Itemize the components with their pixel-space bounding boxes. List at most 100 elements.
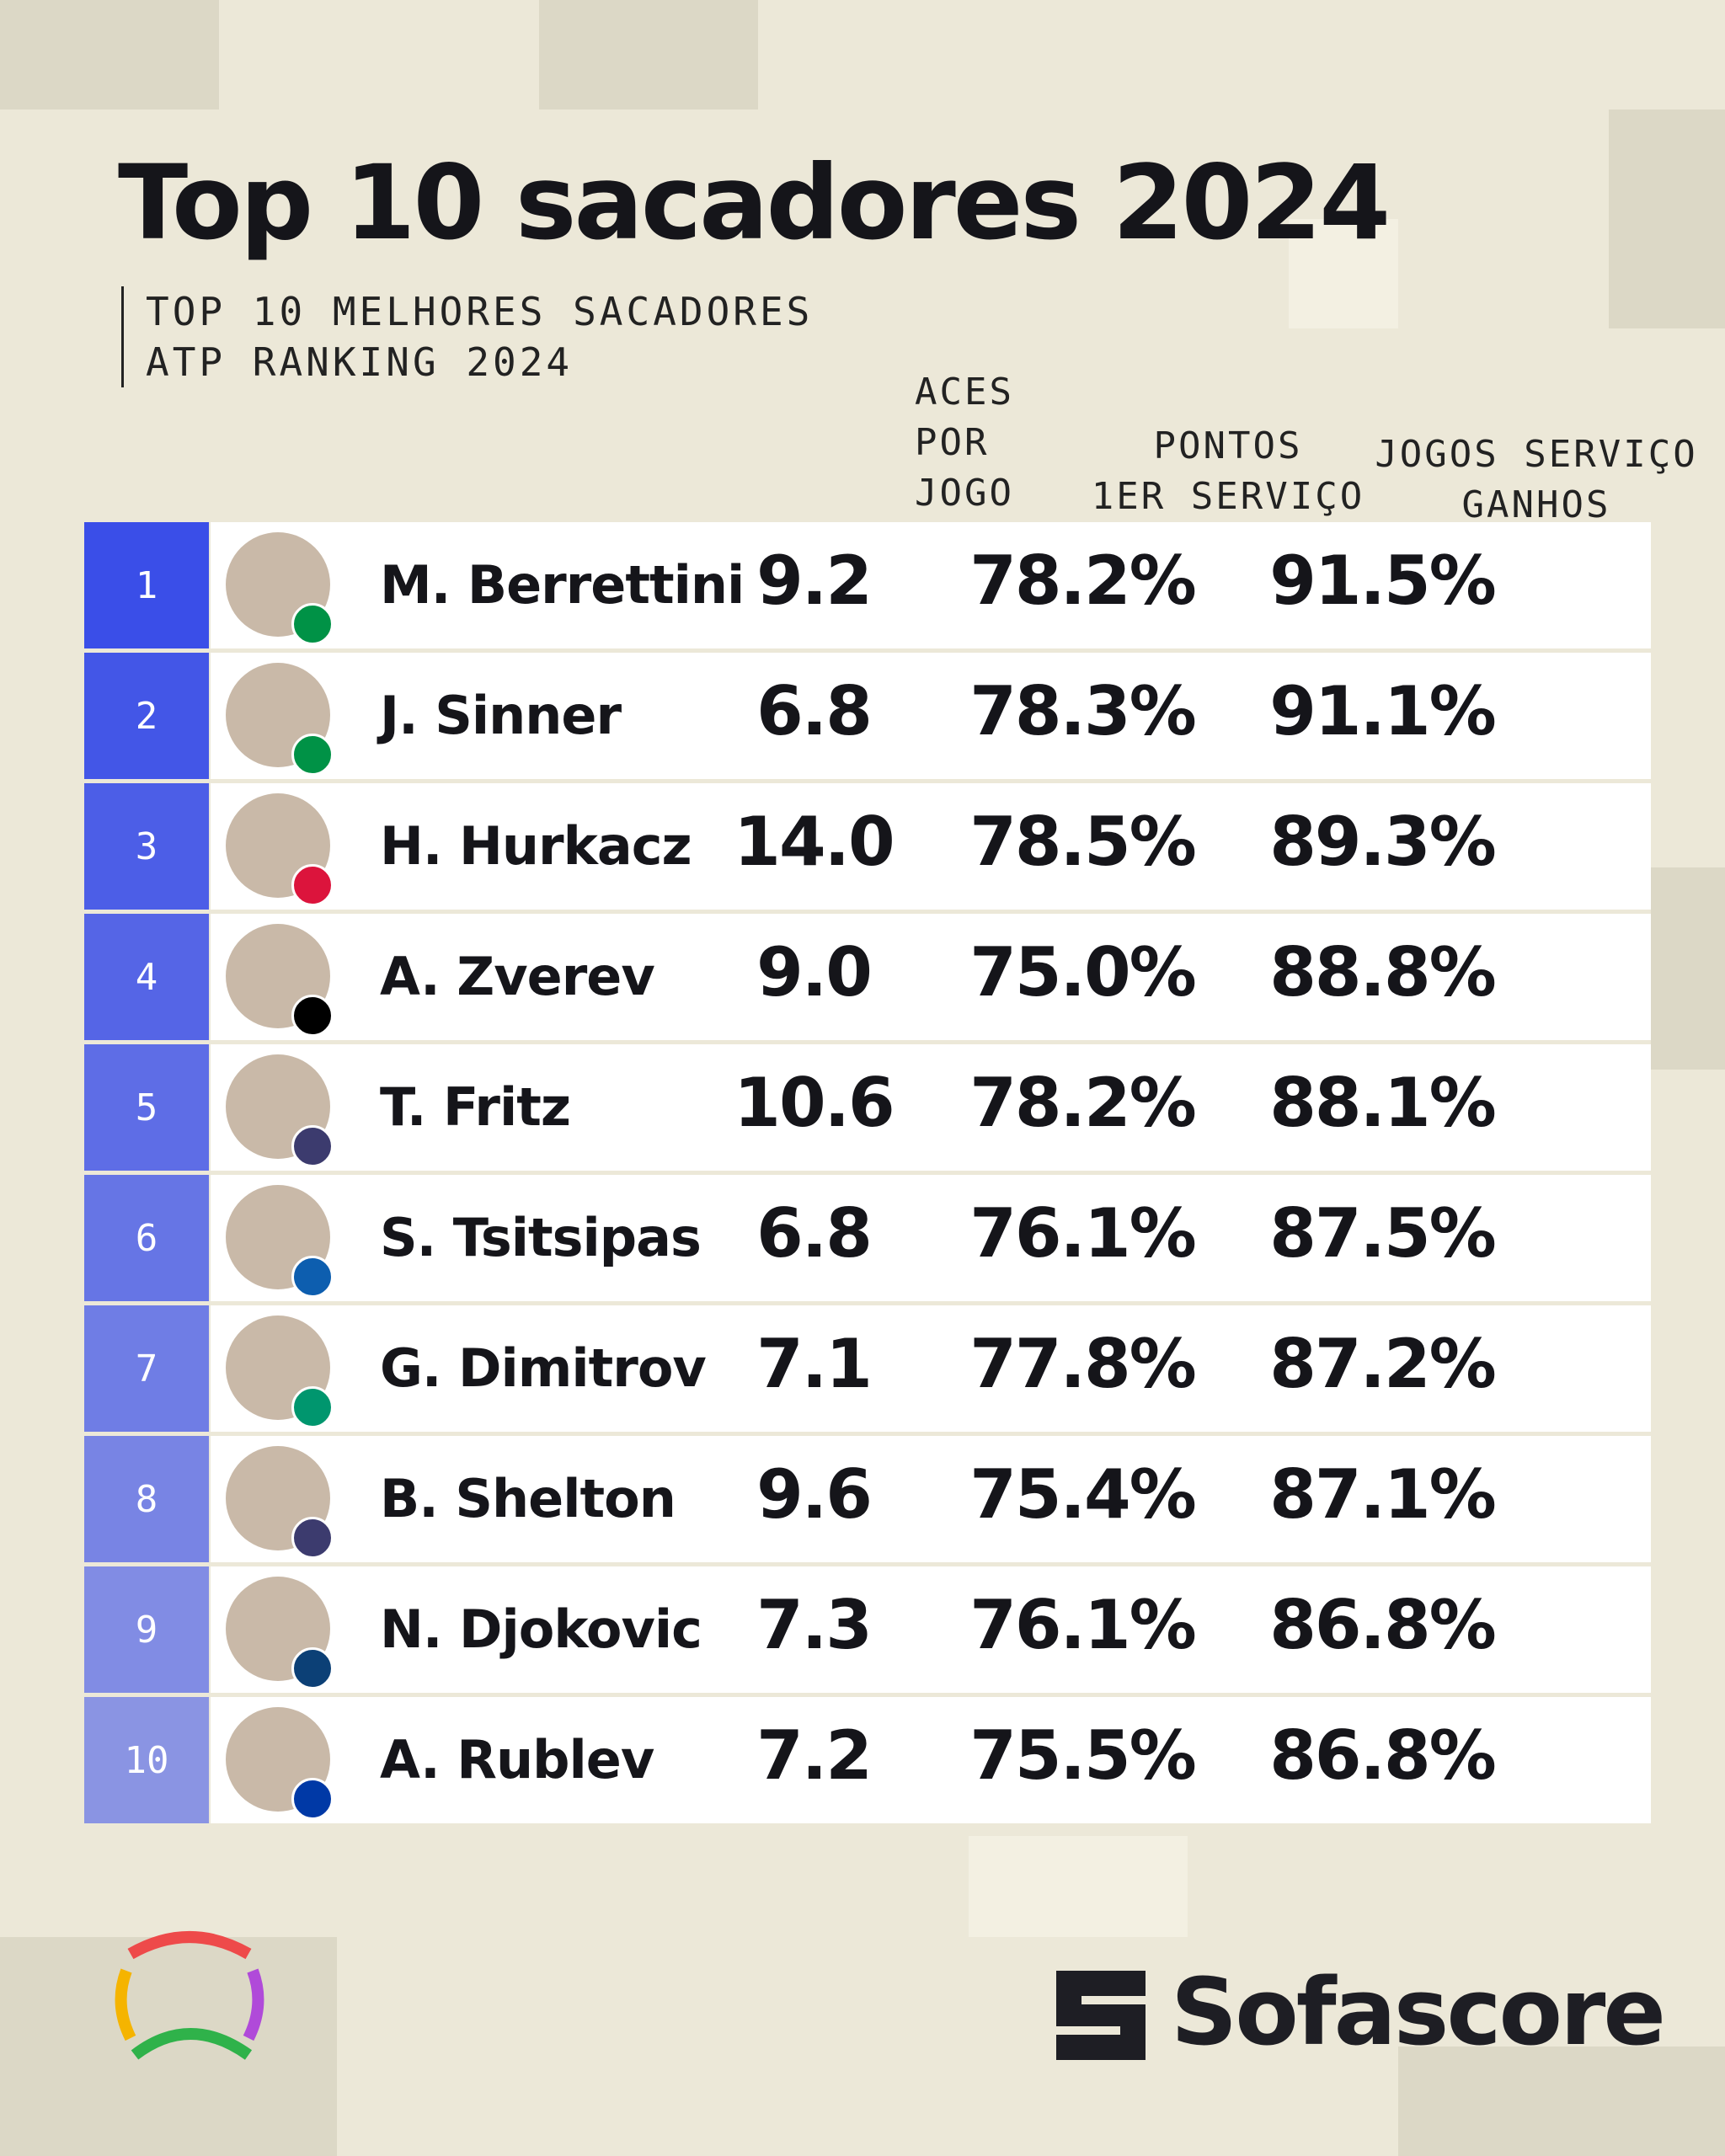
stat-value: 86.8% [1269, 1586, 1497, 1664]
player-name: G. Dimitrov [380, 1337, 707, 1399]
player-flag [291, 995, 334, 1037]
table-row: 4 A. Zverev 9.0 75.0% 88.8% [84, 914, 1651, 1040]
player-flag [291, 734, 334, 776]
stat-value: 7.1 [756, 1325, 873, 1403]
stat-value: 86.8% [1269, 1716, 1497, 1795]
rank-cell: 2 [84, 653, 209, 779]
player-flag [291, 1517, 334, 1559]
row-background [211, 1175, 1651, 1301]
player-name: S. Tsitsipas [380, 1207, 702, 1268]
column-header-line: GANHOS [1461, 483, 1611, 526]
stat-value: 78.5% [969, 803, 1197, 881]
stat-value: 9.0 [756, 933, 873, 1011]
table-row: 8 B. Shelton 9.6 75.4% 87.1% [84, 1436, 1651, 1562]
player-name: N. Djokovic [380, 1598, 702, 1660]
bg-square [1609, 109, 1725, 328]
stat-value: 75.5% [969, 1716, 1197, 1795]
row-background [211, 522, 1651, 648]
bg-square [969, 1836, 1188, 1937]
player-flag [291, 1125, 334, 1167]
column-header-line: JOGOS SERVIÇO [1375, 433, 1698, 476]
column-header-line: POR [915, 421, 990, 464]
stat-value: 91.5% [1269, 542, 1497, 620]
column-header: PONTOS 1ER SERVIÇO [1076, 421, 1380, 522]
rank-cell: 10 [84, 1697, 209, 1823]
title: Top 10 sacadores 2024 [118, 143, 1391, 263]
player-flag [291, 1778, 334, 1820]
stat-value: 76.1% [969, 1586, 1197, 1664]
row-background [211, 1305, 1651, 1432]
rank-cell: 6 [84, 1175, 209, 1301]
stat-value: 7.2 [756, 1716, 873, 1795]
column-header-line: 1ER SERVIÇO [1091, 475, 1365, 518]
table-row: 3 H. Hurkacz 14.0 78.5% 89.3% [84, 783, 1651, 910]
stat-value: 9.2 [756, 542, 873, 620]
rank-cell: 5 [84, 1044, 209, 1171]
stat-value: 78.2% [969, 1064, 1197, 1142]
bg-square [539, 0, 758, 109]
table-row: 2 J. Sinner 6.8 78.3% 91.1% [84, 653, 1651, 779]
row-background [211, 1044, 1651, 1171]
player-name: A. Zverev [380, 946, 655, 1007]
player-name: B. Shelton [380, 1468, 676, 1529]
stat-value: 78.2% [969, 542, 1197, 620]
player-name: T. Fritz [380, 1076, 571, 1138]
rank-cell: 4 [84, 914, 209, 1040]
brand-name: Sofascore [1171, 1958, 1666, 2066]
player-flag [291, 603, 334, 645]
stat-value: 78.3% [969, 672, 1197, 750]
stat-value: 10.6 [734, 1064, 895, 1142]
column-header-line: JOGO [915, 472, 1014, 515]
player-flag [291, 1647, 334, 1689]
player-name: J. Sinner [380, 685, 622, 746]
rank-cell: 1 [84, 522, 209, 648]
bg-square [1398, 2047, 1725, 2156]
column-header: ACES POR JOGO [915, 367, 1083, 519]
bg-square [0, 1937, 337, 2156]
stat-value: 75.0% [969, 933, 1197, 1011]
table-row: 6 S. Tsitsipas 6.8 76.1% 87.5% [84, 1175, 1651, 1301]
stat-value: 91.1% [1269, 672, 1497, 750]
subtitle: TOP 10 MELHORES SACADORES ATP RANKING 20… [121, 286, 813, 387]
column-header-line: ACES [915, 371, 1014, 414]
subtitle-line: ATP RANKING 2024 [146, 339, 574, 385]
row-background [211, 653, 1651, 779]
player-name: A. Rublev [380, 1729, 654, 1790]
brand-icon [1056, 1971, 1146, 2060]
player-flag [291, 1386, 334, 1428]
stat-value: 7.3 [756, 1586, 873, 1664]
rank-cell: 8 [84, 1436, 209, 1562]
rank-cell: 3 [84, 783, 209, 910]
table-row: 9 N. Djokovic 7.3 76.1% 86.8% [84, 1566, 1651, 1693]
stat-value: 89.3% [1269, 803, 1497, 881]
table-row: 5 T. Fritz 10.6 78.2% 88.1% [84, 1044, 1651, 1171]
bg-square [0, 0, 219, 109]
bg-square [1651, 867, 1725, 1070]
stat-value: 75.4% [969, 1455, 1197, 1534]
rank-cell: 7 [84, 1305, 209, 1432]
stat-value: 88.1% [1269, 1064, 1497, 1142]
subtitle-line: TOP 10 MELHORES SACADORES [146, 289, 814, 334]
stat-value: 6.8 [756, 1194, 873, 1273]
row-background [211, 1436, 1651, 1562]
stat-value: 9.6 [756, 1455, 873, 1534]
table-row: 10 A. Rublev 7.2 75.5% 86.8% [84, 1697, 1651, 1823]
row-background [211, 914, 1651, 1040]
stat-value: 87.1% [1269, 1455, 1497, 1534]
stat-value: 77.8% [969, 1325, 1197, 1403]
rank-cell: 9 [84, 1566, 209, 1693]
column-header-line: PONTOS [1153, 424, 1303, 467]
bg-square [1289, 219, 1398, 328]
row-background [211, 783, 1651, 910]
table-row: 1 M. Berrettini 9.2 78.2% 91.5% [84, 522, 1651, 648]
table-row: 7 G. Dimitrov 7.1 77.8% 87.2% [84, 1305, 1651, 1432]
stat-value: 87.2% [1269, 1325, 1497, 1403]
logo-icon [115, 1931, 264, 2060]
row-background [211, 1566, 1651, 1693]
row-background [211, 1697, 1651, 1823]
stat-value: 88.8% [1269, 933, 1497, 1011]
column-header: JOGOS SERVIÇO GANHOS [1359, 430, 1713, 531]
player-name: H. Hurkacz [380, 815, 692, 877]
player-flag [291, 1256, 334, 1298]
